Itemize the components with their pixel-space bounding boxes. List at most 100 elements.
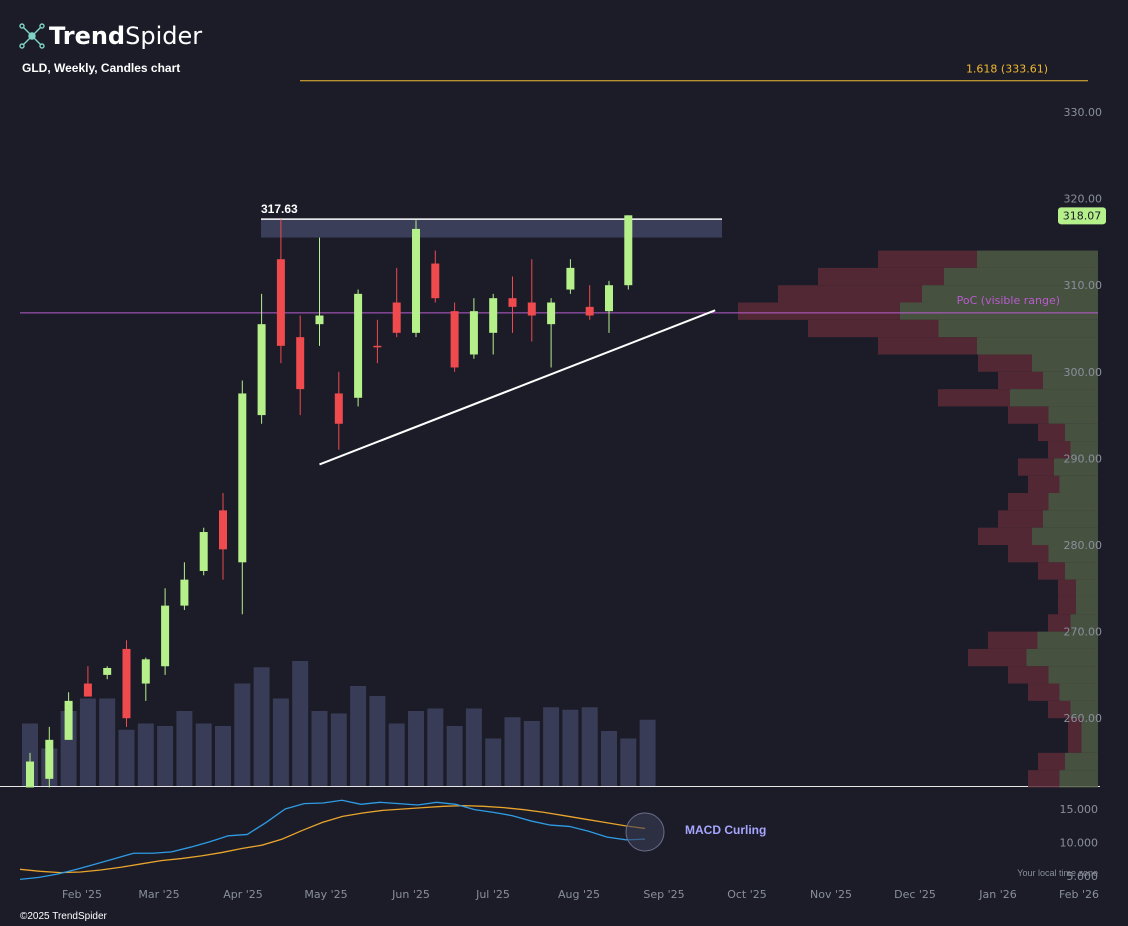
- volume-bar: [311, 711, 328, 786]
- macd-line: [19, 799, 646, 880]
- signal-line: [19, 804, 646, 874]
- volume-bar: [485, 738, 502, 786]
- poc-label: PoC (visible range): [957, 294, 1060, 307]
- resistance-label: 317.63: [261, 202, 298, 216]
- volume-profile-bar: [1048, 493, 1098, 511]
- volume-profile-bar: [1065, 562, 1098, 580]
- timezone-note[interactable]: Your local time zone: [1017, 868, 1098, 878]
- volume-bar: [639, 719, 656, 786]
- candle-body: [161, 605, 170, 667]
- candle-body: [334, 393, 343, 424]
- candle-body: [141, 659, 150, 684]
- macd-tick-label: 10.000: [1060, 837, 1099, 850]
- volume-bar: [427, 708, 444, 786]
- volume-bar: [601, 731, 617, 786]
- volume-profile-bar: [1059, 475, 1098, 494]
- candle-body: [450, 311, 459, 368]
- volume-profile-bar: [1081, 718, 1098, 736]
- volume-profile-bar: [1028, 475, 1060, 494]
- volume-profile-bar: [998, 510, 1043, 528]
- volume-profile-bar: [808, 319, 939, 338]
- candle-body: [373, 345, 382, 348]
- volume-bar: [388, 723, 405, 786]
- candle-body: [508, 298, 517, 307]
- candle-body: [605, 285, 613, 312]
- volume-profile-bar: [1038, 752, 1065, 771]
- volume-bars: [22, 661, 656, 786]
- volume-profile-bar: [1076, 579, 1098, 597]
- time-tick-label: Jul '25: [475, 888, 510, 901]
- candle-body: [354, 293, 363, 398]
- candle-body: [469, 311, 478, 355]
- candles: [26, 215, 633, 788]
- volume-bar: [99, 698, 116, 786]
- volume-bar: [234, 683, 251, 786]
- volume-profile-bar: [978, 527, 1032, 545]
- volume-bar: [137, 723, 154, 786]
- volume-profile-bar: [1028, 770, 1060, 788]
- volume-profile-bar: [1032, 354, 1098, 372]
- candle-body: [527, 302, 536, 316]
- volume-bar: [523, 721, 540, 786]
- price-levels: 1.618 (333.61) PoC (visible range) 317.63: [20, 63, 1098, 466]
- volume-profile-bar: [1043, 510, 1098, 528]
- svg-text:TrendSpider: TrendSpider: [49, 22, 202, 50]
- macd-tick-label: 15.000: [1060, 803, 1099, 816]
- price-tick-label: 270.00: [1064, 626, 1103, 639]
- volume-profile-bar: [1048, 666, 1098, 684]
- volume-bar: [543, 707, 560, 786]
- volume-bar: [620, 738, 637, 786]
- volume-profile-bar: [1068, 735, 1082, 753]
- volume-profile-bar: [1008, 545, 1049, 563]
- macd-tick-label: 5.000: [1067, 870, 1099, 883]
- time-axis[interactable]: Feb '25 Mar '25 Apr '25 May '25 Jun '25 Jul '…: [62, 888, 1099, 901]
- macd-pane: 15.000 10.000 5.000 MACD Curling: [19, 799, 1099, 883]
- volume-profile-bar: [968, 648, 1027, 667]
- candle-body: [547, 302, 556, 325]
- candle-body: [45, 739, 54, 779]
- price-tick-label: 260.00: [1064, 712, 1103, 725]
- volume-profile-bar: [1010, 389, 1098, 407]
- volume-bar: [446, 726, 463, 786]
- trendspider-logo-icon: [19, 23, 45, 49]
- volume-profile-bar: [1065, 423, 1098, 442]
- volume-profile-bar: [1065, 752, 1098, 771]
- volume-profile-bar: [1018, 458, 1054, 476]
- volume-profile-bar: [1037, 631, 1098, 649]
- volume-bar: [79, 698, 96, 786]
- volume-profile-bar: [938, 319, 1098, 338]
- macd-annotation: MACD Curling: [685, 823, 766, 837]
- time-tick-label: Feb '26: [1059, 888, 1099, 901]
- volume-profile-bar: [1048, 700, 1071, 719]
- volume-profile-bar: [1008, 406, 1049, 424]
- volume-bar: [215, 726, 231, 786]
- candle-body: [238, 393, 247, 563]
- volume-profile-bar: [1028, 683, 1060, 701]
- volume-bar: [581, 707, 598, 786]
- time-tick-label: Mar '25: [138, 888, 179, 901]
- volume-profile-bar: [998, 371, 1043, 390]
- ascending-trendline: [319, 309, 716, 466]
- price-tick-label: 290.00: [1064, 452, 1103, 465]
- resistance-zone: [261, 219, 722, 238]
- volume-bar: [176, 711, 193, 786]
- volume-bar: [157, 726, 174, 786]
- price-tick-label: 320.00: [1064, 193, 1103, 206]
- candle-body: [585, 306, 594, 316]
- candle-body: [489, 298, 498, 333]
- candle-body: [199, 532, 208, 571]
- volume-profile-bar: [978, 354, 1032, 372]
- volume-profile-bar: [938, 389, 1010, 407]
- volume-profile-bar: [1038, 423, 1065, 442]
- volume-bar: [272, 698, 289, 786]
- volume-bar: [292, 661, 309, 786]
- volume-profile-bar: [1038, 562, 1065, 580]
- volume-bar: [350, 686, 367, 786]
- price-axis[interactable]: 330.00 320.00 310.00 300.00 290.00 280.00 270.…: [1058, 106, 1106, 725]
- volume-profile-bar: [1058, 579, 1076, 597]
- time-tick-label: Aug '25: [558, 888, 600, 901]
- candle-body: [26, 761, 34, 788]
- volume-profile-bar: [1081, 735, 1098, 753]
- volume-profile: [738, 250, 1098, 788]
